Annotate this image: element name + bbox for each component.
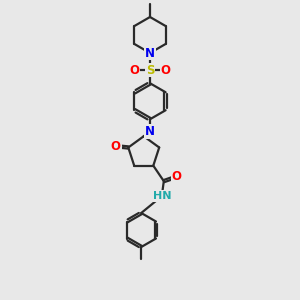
Text: O: O bbox=[130, 64, 140, 76]
Text: O: O bbox=[160, 64, 170, 76]
Text: O: O bbox=[111, 140, 121, 153]
Text: HN: HN bbox=[153, 191, 171, 201]
Text: O: O bbox=[172, 170, 182, 183]
Text: S: S bbox=[146, 64, 154, 76]
Text: N: N bbox=[145, 46, 155, 59]
Text: N: N bbox=[145, 125, 155, 138]
